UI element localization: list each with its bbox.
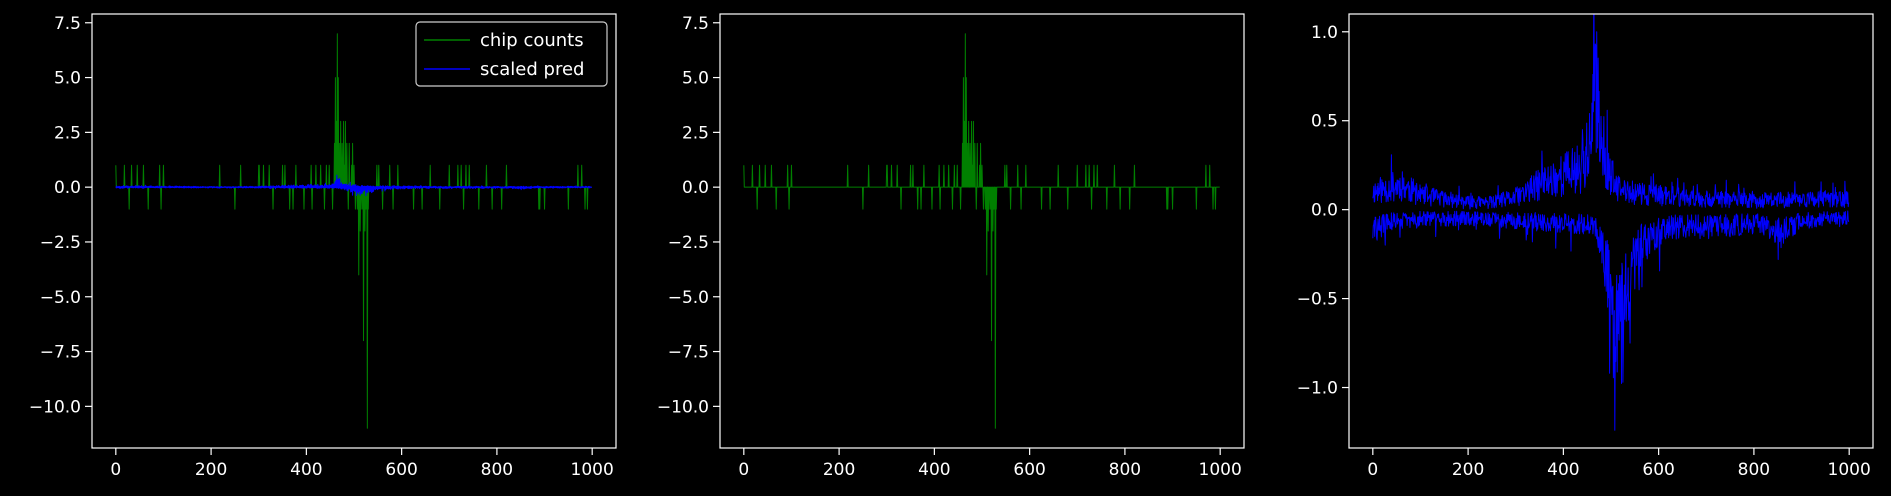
panel-2-plot: [743, 33, 1220, 429]
panel-2-data: [743, 33, 1220, 429]
panel-3-series-pred-neg: [1372, 210, 1850, 431]
panel-1-ytick-label: 0.0: [54, 178, 81, 198]
panel-2-series-counts: [743, 33, 1220, 429]
panel-3-plot: [1372, 14, 1850, 431]
panel-1-ytick-label: 5.0: [54, 69, 81, 89]
panel-3-xtick-label: 800: [1738, 460, 1770, 480]
panel-3-xtick-label: 400: [1547, 460, 1579, 480]
panel-1-xtick-label: 200: [195, 460, 227, 480]
panel-2-frame: [719, 13, 1245, 449]
panel-3-ytick-label: 0.5: [1311, 112, 1338, 132]
legend-label-scaled-pred: scaled pred: [480, 59, 584, 80]
panel-2-ytick-label: 7.5: [682, 14, 709, 34]
panel-1-ytick-label: −7.5: [40, 343, 81, 363]
panel-1-xtick-label: 600: [385, 460, 417, 480]
panel-2-xtick-label: 800: [1109, 460, 1141, 480]
panel-3-ytick-label: −1.0: [1297, 379, 1338, 399]
panel-2-xticks: 0 200 400 600 800 1000: [738, 448, 1242, 480]
panel-2-xtick-label: 600: [1013, 460, 1045, 480]
panel-2-ytick-label: 0.0: [682, 178, 709, 198]
panel-3-data: [1372, 14, 1850, 431]
panel-3-xtick-label: 600: [1642, 460, 1674, 480]
panel-3-xtick-label: 1000: [1828, 460, 1871, 480]
panel-3: 0 200 400 600 800 1000 −1.0 −0.5 0.0 0.5 1.0: [1297, 13, 1874, 480]
panel-1-xtick-label: 0: [110, 460, 121, 480]
panel-1-xtick-label: 800: [481, 460, 513, 480]
panel-1-ytick-label: 2.5: [54, 123, 81, 143]
panel-2-xtick-label: 400: [918, 460, 950, 480]
panel-3-xtick-label: 200: [1452, 460, 1484, 480]
panel-2: 0 200 400 600 800 1000 −10.0 −7.5 −5.0 −2.5 0.0 2.…: [657, 13, 1245, 480]
panel-2-ytick-label: −2.5: [668, 233, 709, 253]
panel-1-ytick-label: 7.5: [54, 14, 81, 34]
panel-1-ytick-label: −5.0: [40, 288, 81, 308]
panel-2-ytick-label: 2.5: [682, 123, 709, 143]
panel-1-frame: [91, 13, 617, 449]
panel-3-ytick-label: −0.5: [1297, 290, 1338, 310]
panel-1-ytick-label: −2.5: [40, 233, 81, 253]
panel-1-series-scaled-pred: [115, 174, 593, 197]
panel-1-xtick-label: 1000: [571, 460, 614, 480]
panel-1-data: [115, 33, 593, 429]
panel-3-yticks: −1.0 −0.5 0.0 0.5 1.0: [1297, 23, 1349, 399]
panel-2-ytick-label: 5.0: [682, 69, 709, 89]
panel-3-ytick-label: 1.0: [1311, 23, 1338, 43]
panel-2-xtick-label: 0: [738, 460, 749, 480]
panel-3-ytick-label: 0.0: [1311, 201, 1338, 221]
panel-2-xtick-label: 1000: [1199, 460, 1242, 480]
legend-box: [415, 21, 608, 87]
legend: chip counts scaled pred: [415, 21, 608, 87]
panel-2-ytick-label: −7.5: [668, 343, 709, 363]
panel-1-yticks: −10.0 −7.5 −5.0 −2.5 0.0 2.5 5.0 7.5: [29, 14, 92, 417]
panel-1-xticks: 0 200 400 600 800 1000: [110, 448, 614, 480]
panel-3-series-pred-pos: [1372, 14, 1850, 210]
panel-3-xticks: 0 200 400 600 800 1000: [1367, 448, 1871, 480]
panel-2-yticks: −10.0 −7.5 −5.0 −2.5 0.0 2.5 5.0 7.5: [657, 14, 720, 417]
panel-3-frame: [1348, 13, 1874, 449]
panel-1: 0 200 400 600 800 1000 −10.0 −7.5 −5.0 −2.5 0.0 2.…: [29, 13, 617, 480]
panel-1-xtick-label: 400: [290, 460, 322, 480]
panel-1-plot: [115, 33, 593, 429]
legend-label-chip-counts: chip counts: [480, 30, 584, 51]
panel-2-ytick-label: −10.0: [657, 397, 709, 417]
panel-1-ytick-label: −10.0: [29, 397, 81, 417]
panel-2-ytick-label: −5.0: [668, 288, 709, 308]
panel-3-xtick-label: 0: [1367, 460, 1378, 480]
panel-2-xtick-label: 200: [823, 460, 855, 480]
